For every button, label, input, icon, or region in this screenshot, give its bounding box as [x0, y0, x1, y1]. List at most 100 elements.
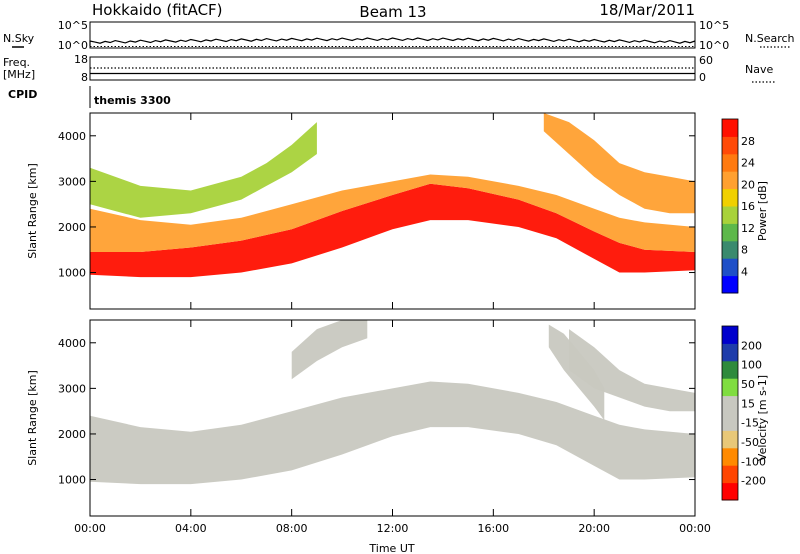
power-colorbar-segment-1 [722, 258, 738, 277]
velocity-xtick-label-0: 00:00 [74, 522, 106, 535]
power-colorbar-segment-7 [722, 153, 738, 172]
power-y-ticks: 1000 2000 3000 4000 [58, 130, 695, 280]
velocity-xtick-label-6: 00:00 [679, 522, 711, 535]
velocity-colorbar-tick-4: -15 [741, 417, 759, 430]
freq-panel: Freq. [MHz] 18 8 60 0 Nave [3, 53, 775, 84]
nsearch-label: N.Search [745, 32, 795, 45]
velocity-ytick-label-1: 2000 [58, 428, 86, 441]
power-colorbar-tick-3: 16 [741, 200, 755, 213]
power-colorbar: 28 24 20 16 12 8 4 [721, 118, 755, 294]
cpid-panel: CPID themis 3300 [8, 86, 171, 108]
power-colorbar-segment-3 [722, 223, 738, 242]
velocity-x-ticks: 00:00 04:00 08:00 12:00 16:00 20:00 00:00 [74, 320, 711, 535]
velocity-band-3 [548, 324, 605, 421]
station-title: Hokkaido (fitACF) [92, 1, 223, 19]
freq-tick-top: 18 [74, 53, 88, 66]
velocity-panel: 1000 2000 3000 4000 00:00 04:00 08:00 12:00 16:… [26, 319, 769, 554]
velocity-colorbar-label: Velocity [m s-1] [756, 375, 769, 461]
velocity-colorbar-segment-3 [722, 430, 738, 449]
velocity-band-2 [569, 329, 695, 412]
velocity-colorbar-segment-6 [722, 378, 738, 397]
velocity-ylabel: Slant Range [km] [26, 370, 39, 466]
velocity-marks [90, 320, 695, 485]
cpid-value: themis 3300 [94, 94, 171, 107]
velocity-colorbar-tick-3: 15 [741, 397, 755, 410]
power-colorbar-segment-0 [722, 275, 738, 294]
velocity-xtick-label-5: 20:00 [578, 522, 610, 535]
power-colorbar-tick-6: 4 [741, 265, 748, 278]
nsky-label: N.Sky [3, 32, 35, 45]
power-ylabel: Slant Range [km] [26, 163, 39, 259]
nave-label: Nave [745, 63, 773, 76]
velocity-ytick-label-0: 1000 [58, 474, 86, 487]
velocity-colorbar-segment-9 [722, 326, 738, 344]
velocity-ytick-label-2: 3000 [58, 382, 86, 395]
velocity-xtick-label-2: 08:00 [276, 522, 308, 535]
power-ytick-label-0: 1000 [58, 267, 86, 280]
power-colorbar-tick-2: 20 [741, 178, 755, 191]
nsky-trace-line [89, 37, 696, 46]
power-colorbar-tick-5: 8 [741, 244, 748, 257]
date-title: 18/Mar/2011 [599, 1, 695, 19]
velocity-ytick-label-3: 4000 [58, 337, 86, 350]
nsky-trace [89, 37, 696, 47]
power-colorbar-segment-2 [722, 240, 738, 259]
velocity-colorbar-tick-2: 50 [741, 378, 755, 391]
nsearch-tick-bottom: 10^0 [699, 39, 729, 52]
velocity-colorbar-tick-0: 200 [741, 339, 762, 352]
power-band-1 [90, 174, 695, 252]
power-colorbar-tick-0: 28 [741, 135, 755, 148]
power-ytick-label-3: 4000 [58, 130, 86, 143]
nsky-panel: N.Sky 10^5 10^0 10^5 10^0 N.Search [3, 19, 795, 52]
power-colorbar-tick-1: 24 [741, 157, 755, 170]
nave-tick-top: 60 [699, 54, 713, 67]
velocity-colorbar-tick-7: -200 [741, 475, 766, 488]
power-colorbar-label: Power [dB] [756, 181, 769, 241]
power-band-3 [543, 113, 695, 214]
power-colorbar-segment-6 [722, 171, 738, 190]
velocity-colorbar-segment-4 [722, 413, 738, 431]
power-colorbar-frame [721, 118, 739, 294]
nsearch-tick-top: 10^5 [699, 19, 729, 32]
nsky-frame [89, 21, 696, 49]
velocity-band-0 [90, 381, 695, 485]
velocity-colorbar-tick-6: -100 [741, 455, 766, 468]
velocity-colorbar-segment-5 [722, 395, 738, 414]
power-colorbar-segment-9 [722, 119, 738, 137]
power-colorbar-segment-5 [722, 188, 738, 207]
velocity-xtick-label-3: 12:00 [377, 522, 409, 535]
velocity-xtick-label-1: 04:00 [175, 522, 207, 535]
velocity-colorbar-segment-8 [722, 343, 738, 362]
velocity-xtick-label-4: 16:00 [477, 522, 509, 535]
freq-tick-bottom: 8 [81, 71, 88, 84]
velocity-y-ticks: 1000 2000 3000 4000 [58, 337, 695, 487]
power-colorbar-segment-4 [722, 206, 738, 224]
velocity-xlabel: Time UT [368, 542, 414, 554]
freq-unit: [MHz] [3, 68, 35, 81]
power-marks [90, 113, 695, 278]
power-ytick-label-1: 2000 [58, 221, 86, 234]
nave-tick-bottom: 0 [699, 71, 706, 84]
freq-label: Freq. [3, 56, 30, 69]
power-colorbar-segment-8 [722, 136, 738, 155]
velocity-band-1 [291, 320, 368, 380]
power-colorbar-tick-4: 12 [741, 222, 755, 235]
velocity-colorbar: 200 100 50 15 -15 -50 -100 -200 [721, 325, 766, 501]
power-band-2 [90, 122, 317, 218]
nsky-tick-top: 10^5 [58, 19, 88, 32]
velocity-colorbar-segment-1 [722, 465, 738, 484]
beam-title: Beam 13 [359, 3, 426, 21]
cpid-label: CPID [8, 88, 37, 101]
velocity-colorbar-segment-2 [722, 447, 738, 466]
power-x-ticks [89, 113, 696, 309]
power-band-0 [90, 183, 695, 278]
velocity-colorbar-segment-0 [722, 482, 738, 501]
velocity-colorbar-tick-5: -50 [741, 436, 759, 449]
velocity-colorbar-frame [721, 325, 739, 501]
nsky-tick-bottom: 10^0 [58, 39, 88, 52]
power-ytick-label-2: 3000 [58, 175, 86, 188]
velocity-colorbar-tick-1: 100 [741, 359, 762, 372]
velocity-colorbar-segment-7 [722, 360, 738, 379]
power-panel: 1000 2000 3000 4000 Slant Range [km] 28 24 20… [26, 112, 769, 310]
